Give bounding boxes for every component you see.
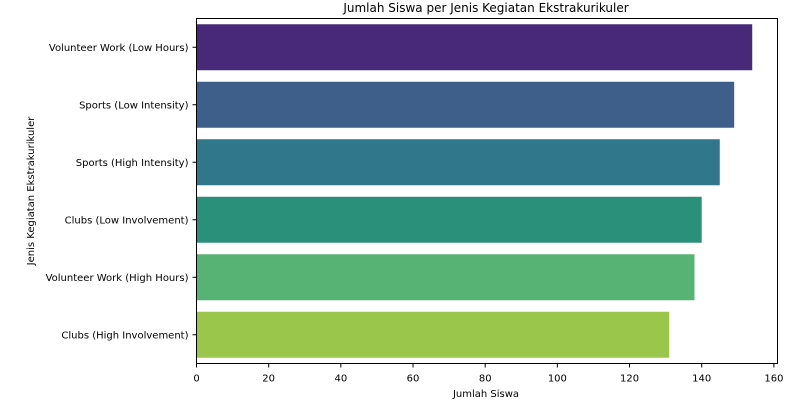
bar: [196, 81, 735, 128]
x-tick-label: 20: [262, 374, 275, 385]
y-tick-label: Volunteer Work (High Hours): [46, 273, 189, 284]
y-tick-label: Clubs (Low Involvement): [65, 215, 189, 226]
bar: [196, 196, 702, 243]
y-axis-title: Jenis Kegiatan Ekstrakurikuler: [26, 116, 37, 267]
x-tick-label: 100: [548, 374, 567, 385]
x-tick-label: 160: [764, 374, 783, 385]
plot-frame: [196, 18, 778, 364]
x-axis-ticks: 0 20 40 60 80 100 120 140 160: [193, 363, 783, 385]
x-tick-label: 120: [620, 374, 639, 385]
y-tick-label: Sports (Low Intensity): [79, 100, 189, 111]
x-tick-label: 40: [334, 374, 347, 385]
bars-group: [196, 24, 753, 358]
x-tick-label: 60: [407, 374, 420, 385]
x-tick-label: 80: [479, 374, 492, 385]
bar: [196, 311, 670, 358]
y-tick-label: Sports (High Intensity): [76, 158, 189, 169]
x-tick-label: 0: [193, 374, 199, 385]
bar: [196, 254, 695, 301]
bar: [196, 24, 753, 71]
bar: [196, 139, 720, 186]
y-axis-ticks: Volunteer Work (Low Hours) Sports (Low In…: [46, 43, 197, 341]
chart-title: Jumlah Siswa per Jenis Kegiatan Ekstraku…: [342, 1, 628, 15]
y-tick-label: Volunteer Work (Low Hours): [49, 43, 189, 54]
x-tick-label: 140: [692, 374, 711, 385]
x-axis-title: Jumlah Siswa: [452, 389, 519, 400]
y-tick-label: Clubs (High Involvement): [61, 330, 188, 341]
